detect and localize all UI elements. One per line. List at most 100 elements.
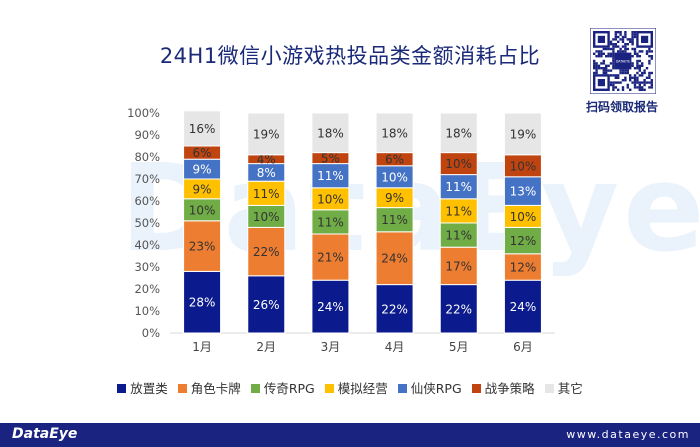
qr-module [626,38,629,41]
legend-item: 仙侠RPG [397,378,462,397]
bar-segment [503,226,542,255]
bar-segment [183,220,222,272]
bar-segment [439,112,478,154]
data-label: 22% [445,302,472,316]
qr-module [648,76,651,79]
data-label: 11% [253,187,280,201]
qr-module [626,43,629,46]
qr-module [636,79,639,82]
qr-code-icon: DATAEYE [590,28,656,94]
data-label: 21% [317,251,344,265]
x-tick-label: 3月 [321,340,341,354]
qr-module [605,67,608,70]
qr-module [614,81,617,84]
legend-item: 战争策略 [471,378,535,397]
qr-module [629,76,632,79]
qr-module [624,50,627,53]
data-label: 11% [445,204,472,218]
qr-caption: 扫码领取报告 [585,100,658,114]
qr-module [612,64,615,67]
qr-module [612,88,615,91]
qr-module [636,71,639,75]
qr-module [633,33,637,36]
qr-module [643,83,646,87]
qr-finder [641,35,649,43]
footer-url: www.dataeye.com [566,428,690,441]
y-tick-label: 20% [134,282,160,296]
qr-module [631,64,634,67]
x-tick-label: 5月 [449,340,469,354]
qr-module [638,88,641,91]
qr-module [643,88,646,91]
qr-module [621,71,625,75]
qr-module [614,38,617,41]
y-tick-label: 30% [134,260,160,274]
data-label: 11% [317,169,344,183]
qr-module [619,31,622,34]
qr-module [645,50,649,53]
qr-module [607,47,610,51]
qr-module [641,50,644,53]
qr-module [645,67,649,70]
data-label: 18% [445,126,472,140]
data-label: 6% [385,153,404,167]
qr-module [636,81,639,84]
qr-module [614,76,617,79]
qr-module [621,86,625,89]
data-label: 5% [321,152,340,166]
qr-module [614,31,617,34]
qr-module [609,81,613,84]
qr-module [612,86,615,89]
qr-module [602,69,605,72]
qr-module [607,64,610,67]
qr-module [614,33,617,36]
stacked-bar-chart: 0% 10% 20% 30% 40% 50% 60% 70% 80% 90% 100% 28% 23% 1… [127,106,555,354]
qr-module [593,64,596,67]
qr-module [607,69,610,72]
data-label: 24% [381,252,408,266]
qr-module [633,35,637,39]
bar-segment [247,226,286,277]
legend-label: 模拟经营 [337,381,388,396]
data-label: 16% [189,122,216,136]
qr-module [633,52,637,55]
data-label: 11% [381,213,408,227]
x-tick-label: 1月 [192,340,212,354]
bar-segment [375,231,414,286]
qr-module [631,43,634,46]
data-label: 19% [510,127,537,141]
qr-module [626,47,629,51]
qr-module [626,69,629,72]
legend-label: 角色卡牌 [190,381,241,396]
qr-module [641,88,644,91]
legend-swatch [397,384,407,393]
bar-segment [311,163,350,189]
qr-module [600,55,603,58]
qr-module [619,71,622,75]
data-label: 9% [385,191,404,205]
bar-segment [375,112,414,154]
qr-module [617,50,620,53]
bar-segment [375,207,414,233]
qr-module [641,64,644,67]
qr-module [648,81,651,84]
qr-module [631,47,634,51]
qr-module [617,74,620,77]
qr-module [619,47,622,51]
legend-label: 战争策略 [484,381,535,396]
qr-module [650,57,653,60]
qr-module [638,69,641,72]
qr-module [631,35,634,39]
qr-module [600,50,603,53]
qr-module [617,76,620,79]
qr-module [617,81,620,84]
qr-module [624,43,627,46]
data-label: 6% [193,146,212,160]
qr-module [595,67,598,70]
qr-module [602,62,605,65]
qr-module [643,69,646,72]
qr-module [607,55,610,58]
qr-module [631,33,634,36]
qr-module [600,62,603,65]
data-label: 23% [189,240,216,254]
